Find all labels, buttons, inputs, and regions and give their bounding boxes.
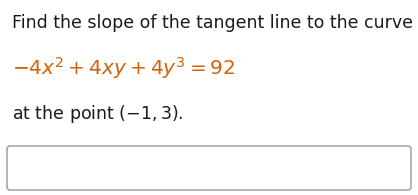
Text: at the point $( - 1, 3).$: at the point $( - 1, 3).$: [12, 103, 184, 125]
Text: $-4x^2 + 4xy + 4y^3 = 92$: $-4x^2 + 4xy + 4y^3 = 92$: [12, 55, 235, 81]
FancyBboxPatch shape: [7, 146, 411, 190]
Text: Find the slope of the tangent line to the curve: Find the slope of the tangent line to th…: [12, 14, 413, 32]
